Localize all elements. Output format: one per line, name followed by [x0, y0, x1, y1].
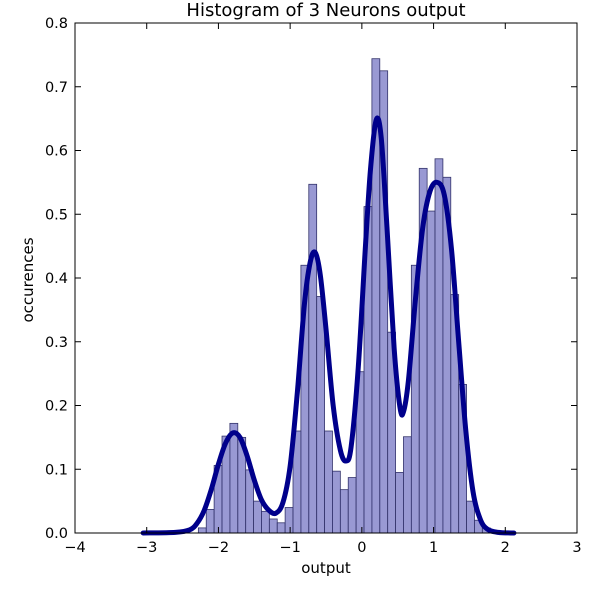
histogram-bar [229, 422, 239, 534]
histogram-bar [205, 509, 215, 534]
x-axis-label: output [301, 559, 351, 577]
x-tick-label: 2 [501, 540, 510, 556]
y-tick-label: 0.7 [45, 80, 68, 96]
y-tick-label: 0.2 [45, 399, 68, 415]
histogram-bars [142, 58, 515, 534]
histogram-bar [339, 489, 349, 534]
y-tick-label: 0.3 [45, 335, 68, 351]
y-tick-label: 0.1 [45, 462, 68, 478]
histogram-bar [434, 158, 444, 534]
x-tick-label: −4 [64, 540, 85, 556]
y-tick-label: 0.0 [45, 526, 68, 542]
histogram-bar [276, 522, 286, 534]
histogram-bar [284, 507, 294, 534]
chart-title: Histogram of 3 Neurons output [186, 0, 465, 21]
histogram-bar [426, 210, 436, 534]
x-axis-ticks: −4 −3 −2 −1 0 1 2 3 [64, 23, 582, 556]
x-tick-label: 0 [357, 540, 366, 556]
x-tick-label: −2 [208, 540, 229, 556]
y-axis-label: occurences [19, 237, 37, 322]
histogram-bar [253, 500, 262, 534]
histogram-bar [197, 527, 207, 534]
histogram-bar [324, 430, 333, 534]
x-tick-label: 1 [429, 540, 438, 556]
histogram-bar [403, 436, 412, 534]
histogram-bar [466, 500, 475, 534]
histogram-bar [308, 183, 318, 534]
y-axis-ticks: 0.0 0.1 0.2 0.3 0.4 0.5 0.6 0.7 0.8 [45, 16, 577, 542]
density-curve [140, 115, 517, 536]
y-tick-label: 0.6 [45, 144, 68, 160]
y-tick-label: 0.5 [45, 207, 68, 223]
histogram-bar [316, 296, 325, 534]
histogram-bar [332, 470, 341, 534]
y-tick-label: 0.8 [45, 16, 68, 32]
x-tick-label: −1 [279, 540, 300, 556]
x-tick-label: −3 [136, 540, 157, 556]
x-tick-label: 3 [572, 540, 581, 556]
histogram-bar [347, 477, 357, 534]
y-tick-label: 0.4 [45, 271, 68, 287]
histogram-bar [268, 518, 278, 534]
histogram-bar [261, 510, 270, 534]
histogram-bar [395, 472, 404, 534]
